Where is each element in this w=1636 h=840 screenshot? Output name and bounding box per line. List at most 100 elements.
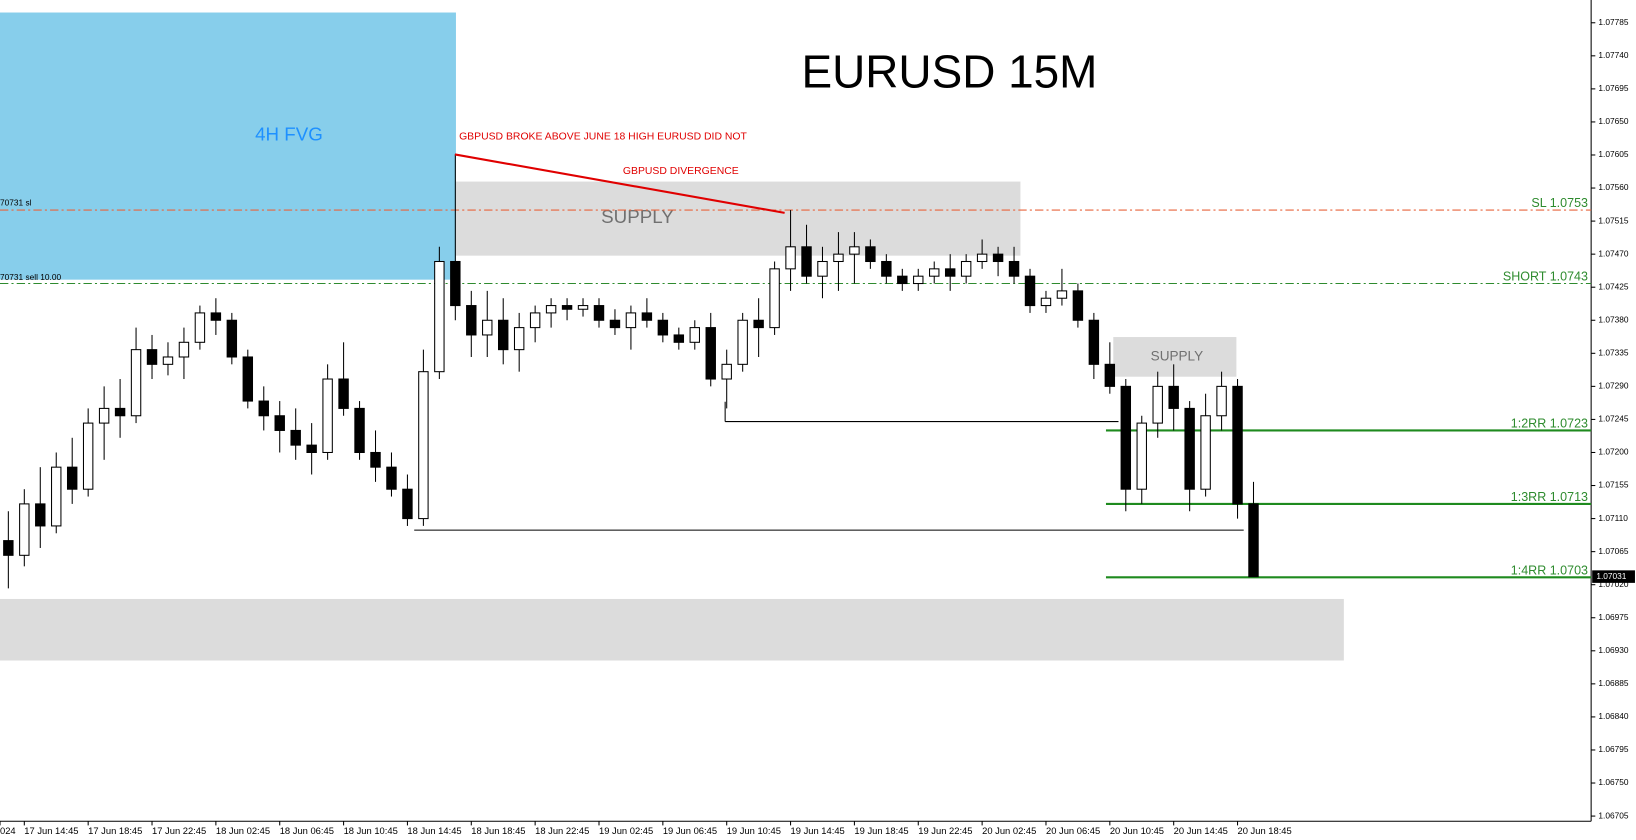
candle-body: [785, 246, 796, 270]
candle-body: [306, 444, 317, 453]
y-tick-label: 1.06750: [1598, 777, 1628, 787]
candle-body: [1168, 385, 1179, 409]
candle-body: [482, 319, 493, 336]
fvg-zone: [0, 12, 456, 280]
candle-body: [98, 407, 110, 424]
candle-body: [545, 305, 557, 314]
x-tick-label: 19 Jun 10:45: [727, 825, 781, 836]
candle-body: [19, 503, 30, 556]
x-tick-label: 18 Jun 22:45: [535, 825, 589, 836]
x-tick-label: 19 Jun 06:45: [663, 825, 717, 836]
candle-body: [673, 334, 685, 343]
y-tick-label: 1.07290: [1598, 381, 1628, 391]
candle-body: [1088, 319, 1100, 365]
candle-body: [609, 319, 621, 329]
y-tick-label: 1.07605: [1598, 149, 1628, 159]
candle-body: [1248, 503, 1259, 578]
candle-body: [35, 503, 46, 527]
candle-body: [338, 378, 349, 409]
x-tick-label: 19 Jun 18:45: [854, 825, 908, 836]
demand-zone: [0, 598, 1344, 661]
fvg-label: 4H FVG: [255, 124, 323, 145]
x-tick-label: 20 Jun 14:45: [1174, 825, 1228, 836]
candle-body: [737, 319, 748, 365]
candle-body: [897, 275, 908, 285]
price-tag-label: 1.07031: [1596, 571, 1626, 581]
y-tick-label: 1.06975: [1598, 612, 1628, 622]
y-tick-label: 1.06795: [1598, 744, 1628, 754]
candle-body: [561, 305, 573, 310]
candle-body: [370, 451, 381, 468]
x-tick-label: 20 Jun 10:45: [1110, 825, 1164, 836]
candle-body: [51, 466, 62, 527]
x-tick-label: 18 Jun 06:45: [280, 825, 334, 836]
x-tick-label: 20 Jun 02:45: [982, 825, 1036, 836]
candle-body: [274, 415, 285, 431]
candle-body: [290, 429, 301, 446]
candle-body: [529, 312, 541, 329]
x-tick-label: 19 Jun 22:45: [918, 825, 972, 836]
candle-body: [849, 246, 860, 255]
candle-body: [402, 488, 413, 520]
y-tick-label: 1.07515: [1598, 215, 1628, 225]
y-tick-label: 1.07425: [1598, 281, 1628, 291]
candle-body: [1008, 260, 1020, 277]
note: GBPUSD DIVERGENCE: [623, 166, 739, 177]
candle-body: [1072, 290, 1084, 321]
x-tick-label: 18 Jun 18:45: [471, 825, 525, 836]
y-tick-label: 1.07110: [1598, 513, 1628, 523]
candle-body: [146, 349, 158, 365]
candle-body: [593, 305, 605, 321]
candle-body: [3, 540, 14, 556]
y-tick-label: 1.07155: [1598, 480, 1628, 490]
y-tick-label: 1.07650: [1598, 116, 1628, 126]
candle-body: [689, 327, 700, 343]
level-label: 1:2RR 1.0723: [1511, 416, 1588, 430]
level-label: SHORT 1.0743: [1503, 270, 1588, 284]
candle-body: [1104, 363, 1116, 387]
candle-body: [1200, 415, 1211, 490]
candle-body: [881, 260, 892, 277]
x-tick-label: 18 Jun 10:45: [344, 825, 398, 836]
y-tick-label: 1.06705: [1598, 810, 1628, 820]
y-tick-label: 1.07785: [1598, 17, 1628, 27]
supply-label: SUPPLY: [1151, 348, 1203, 363]
level-label: SL 1.0753: [1531, 196, 1588, 210]
divergence-line: [454, 153, 785, 214]
candle-body: [641, 312, 653, 321]
y-tick-label: 1.07335: [1598, 348, 1628, 358]
y-tick-label: 1.07470: [1598, 248, 1628, 258]
candle-body: [162, 356, 174, 365]
order-label: 70731 sell 10.00: [0, 272, 61, 282]
candle-body: [865, 246, 876, 263]
candle-body: [210, 312, 222, 321]
order-label: 70731 sl: [0, 198, 32, 208]
candle-body: [178, 341, 190, 358]
candle-body: [1184, 407, 1195, 490]
level-label: 1:3RR 1.0713: [1511, 490, 1588, 504]
candle-body: [130, 349, 142, 417]
x-tick-label: 17 Jun 22:45: [152, 825, 206, 836]
candle-body: [801, 246, 812, 277]
candle-body: [226, 319, 238, 358]
candle-body: [1120, 385, 1132, 490]
candle-body: [194, 312, 206, 343]
x-tick-label: 024: [0, 825, 16, 836]
x-tick-label: 17 Jun 18:45: [88, 825, 142, 836]
x-tick-label: 19 Jun 14:45: [791, 825, 845, 836]
candle-body: [466, 305, 477, 336]
candle-body: [929, 268, 940, 277]
candle-body: [705, 327, 716, 380]
price-tag: [1592, 570, 1635, 583]
supply-zone: [1113, 337, 1237, 377]
candle-body: [386, 466, 397, 490]
x-tick-label: 18 Jun 14:45: [407, 825, 461, 836]
candle-body: [913, 275, 924, 285]
supply-zone: [455, 181, 1021, 256]
candle-body: [769, 268, 780, 329]
candle-body: [1024, 275, 1036, 307]
x-tick-label: 18 Jun 02:45: [216, 825, 270, 836]
candle-body: [625, 312, 637, 329]
y-tick-label: 1.07695: [1598, 83, 1628, 93]
x-tick-label: 17 Jun 14:45: [24, 825, 78, 836]
